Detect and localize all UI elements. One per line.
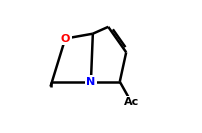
Text: O: O — [60, 34, 70, 44]
Text: N: N — [86, 77, 95, 87]
Text: Ac: Ac — [123, 97, 138, 107]
